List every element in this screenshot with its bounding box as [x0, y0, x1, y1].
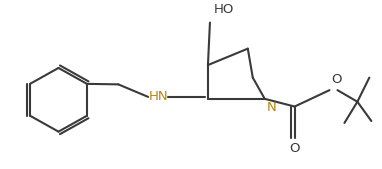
Text: O: O — [290, 142, 300, 154]
Text: HN: HN — [148, 90, 168, 103]
Text: N: N — [267, 101, 277, 114]
Text: HO: HO — [214, 3, 234, 16]
Text: O: O — [332, 73, 342, 86]
